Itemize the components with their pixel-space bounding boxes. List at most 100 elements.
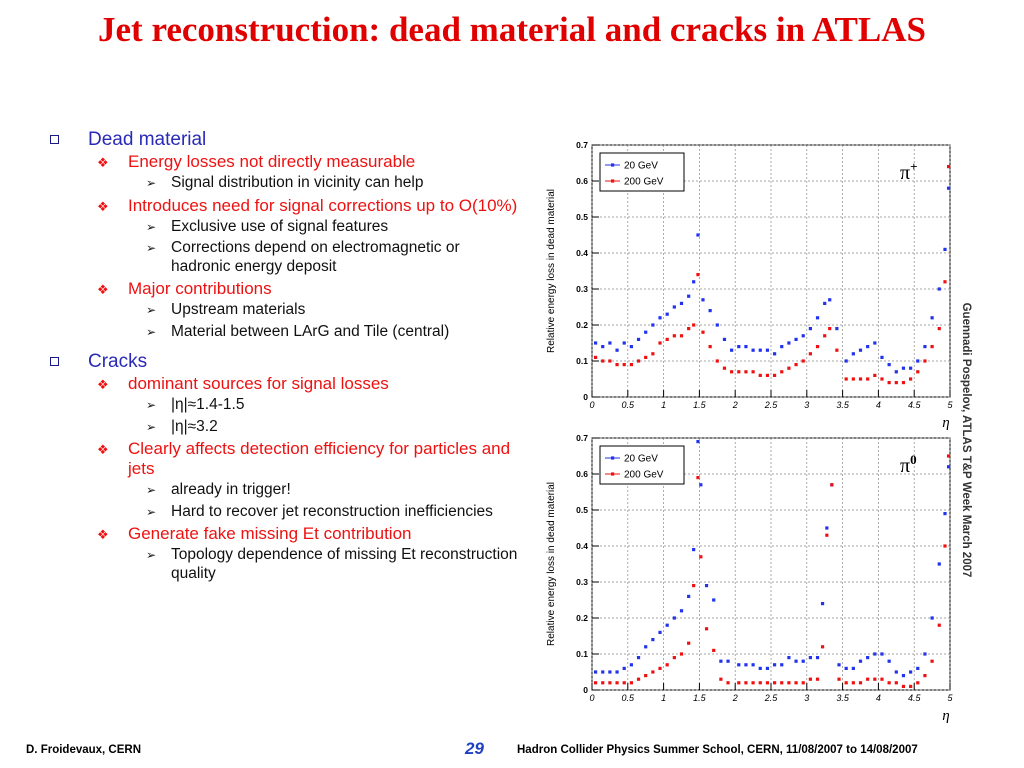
- data-point: [873, 652, 877, 656]
- data-point: [916, 681, 920, 685]
- slide-title: Jet reconstruction: dead material and cr…: [98, 10, 926, 49]
- chart-pi-zero: 0 0.5 1 1.5 2 2.5 3 3.5 4 4.5 5 0 0.1 0.2 0.3 0.4 0.5 0.6…: [540, 428, 960, 728]
- square-bullet-icon: [50, 135, 59, 144]
- data-point: [772, 663, 777, 667]
- data-point: [722, 366, 727, 370]
- data-point: [858, 681, 863, 685]
- data-point: [943, 247, 947, 251]
- data-point: [780, 681, 784, 685]
- page-number: 29: [465, 739, 484, 758]
- data-point: [943, 512, 947, 516]
- data-point: [916, 359, 920, 363]
- data-point: [636, 656, 641, 660]
- data-point: [644, 674, 648, 678]
- x-tick-label: 4.5: [908, 400, 922, 410]
- outline-subpoint: ➢ Topology dependence of missing Et recon…: [48, 546, 518, 583]
- data-point: [943, 280, 947, 284]
- data-point: [930, 316, 934, 320]
- data-point: [894, 381, 898, 385]
- data-point: [820, 645, 825, 649]
- data-point: [699, 555, 703, 559]
- data-point: [696, 440, 700, 444]
- data-point: [593, 681, 598, 685]
- series-200-gev: [593, 165, 951, 385]
- data-point: [672, 305, 676, 309]
- diamond-bullet-icon: ❖: [97, 442, 109, 457]
- data-point: [901, 674, 906, 678]
- outline-point: ❖ Major contributions: [48, 279, 518, 299]
- data-point: [696, 273, 700, 277]
- data-point: [887, 659, 891, 663]
- data-point: [772, 681, 777, 685]
- legend-label: 200 GeV: [624, 177, 664, 188]
- data-point: [923, 652, 927, 656]
- outline-subpoint: ➢ Signal distribution in vicinity can hel…: [48, 174, 518, 193]
- data-point: [629, 663, 633, 667]
- data-point: [758, 666, 762, 670]
- bullet-outline: Dead material ❖ Energy losses not directly…: [48, 128, 518, 586]
- legend-marker: [611, 472, 615, 476]
- data-point: [629, 363, 633, 367]
- data-point: [651, 352, 655, 356]
- x-tick-label: 0: [589, 400, 594, 410]
- data-point: [937, 562, 941, 566]
- data-point: [787, 681, 791, 685]
- data-point: [692, 584, 696, 588]
- data-point: [665, 623, 669, 627]
- legend-box: [599, 152, 685, 192]
- point-text: Introduces need for signal corrections u…: [128, 195, 518, 215]
- data-point: [708, 309, 712, 313]
- data-point: [615, 681, 619, 685]
- legend-marker: [611, 179, 615, 183]
- diamond-bullet-icon: ❖: [97, 377, 109, 392]
- data-point: [708, 345, 712, 349]
- arrow-bullet-icon: ➢: [146, 219, 157, 234]
- y-tick-label: 0.4: [576, 248, 588, 258]
- x-tick-label: 1: [661, 693, 666, 703]
- data-point: [909, 670, 913, 674]
- data-point: [737, 681, 741, 685]
- x-tick-label: 4.5: [908, 693, 922, 703]
- data-point: [629, 681, 633, 685]
- subpoint-text: Upstream materials: [171, 301, 306, 318]
- y-tick-label: 0.2: [576, 613, 588, 623]
- diamond-bullet-icon: ❖: [97, 527, 109, 542]
- subpoint-text: Material between LArG and Tile (central): [171, 322, 450, 340]
- data-point: [687, 641, 691, 645]
- data-point: [593, 670, 598, 674]
- x-tick-label: 0: [589, 693, 594, 703]
- data-point: [679, 301, 684, 305]
- data-point: [712, 598, 716, 602]
- data-point: [808, 677, 812, 681]
- outline-subpoint: ➢ already in trigger!: [48, 481, 518, 500]
- data-point: [744, 370, 748, 374]
- data-point: [765, 373, 770, 377]
- data-point: [794, 363, 798, 367]
- outline-subpoint: ➢ Upstream materials: [48, 301, 518, 320]
- y-tick-label: 0.3: [576, 577, 588, 587]
- data-point: [894, 681, 898, 685]
- legend-box: [599, 445, 685, 485]
- outline-section: Dead material: [48, 128, 518, 151]
- data-point: [844, 359, 848, 363]
- arrow-bullet-icon: ➢: [146, 483, 157, 497]
- data-point: [837, 677, 841, 681]
- data-point: [894, 670, 898, 674]
- y-tick-label: 0.7: [576, 433, 588, 443]
- data-point: [825, 533, 829, 537]
- point-text: Generate fake missing Et contribution: [128, 524, 412, 543]
- outline-subpoint: ➢ Exclusive use of signal features: [48, 218, 518, 237]
- data-point: [622, 341, 626, 345]
- data-point: [787, 656, 791, 660]
- chart-pi-plus: 0 0.5 1 1.5 2 2.5 3 3.5 4 4.5 5 0 0.1 0.2 0.3 0.4 0.5 0.6…: [540, 135, 960, 435]
- data-point: [866, 677, 870, 681]
- data-point: [937, 287, 941, 291]
- data-point: [593, 341, 598, 345]
- data-point: [780, 663, 784, 667]
- data-point: [946, 465, 951, 469]
- data-point: [946, 454, 951, 458]
- data-point: [837, 663, 841, 667]
- footer-event: Hadron Collider Physics Summer School, C…: [517, 744, 918, 756]
- data-point: [930, 345, 934, 349]
- data-point: [701, 330, 705, 334]
